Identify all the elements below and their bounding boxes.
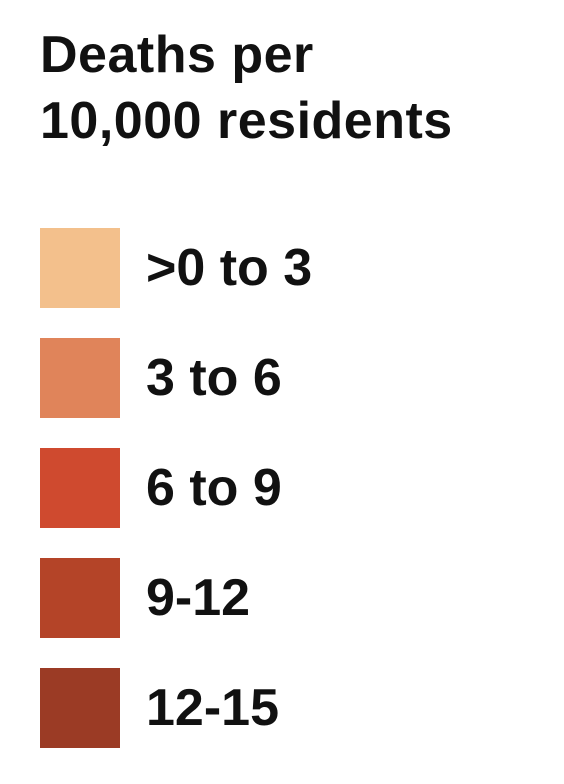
legend-title: Deaths per 10,000 residents bbox=[40, 22, 453, 154]
legend-label: 3 to 6 bbox=[146, 349, 282, 407]
legend-item-6-to-9: 6 to 9 bbox=[40, 448, 312, 528]
legend-swatch bbox=[40, 228, 120, 308]
legend-item-0-to-3: >0 to 3 bbox=[40, 228, 312, 308]
legend-swatch bbox=[40, 448, 120, 528]
legend-label: >0 to 3 bbox=[146, 239, 313, 297]
legend-item-9-to-12: 9-12 bbox=[40, 558, 312, 638]
legend-swatch bbox=[40, 558, 120, 638]
legend-label: 6 to 9 bbox=[146, 459, 282, 517]
legend-item-3-to-6: 3 to 6 bbox=[40, 338, 312, 418]
legend-title-line-1: Deaths per bbox=[40, 26, 314, 84]
legend-swatch bbox=[40, 338, 120, 418]
legend-items: >0 to 3 3 to 6 6 to 9 9-12 12-15 bbox=[40, 228, 312, 778]
legend-swatch bbox=[40, 668, 120, 748]
legend-title-line-2: 10,000 residents bbox=[40, 92, 453, 150]
legend-item-12-to-15: 12-15 bbox=[40, 668, 312, 748]
legend-label: 9-12 bbox=[146, 569, 251, 627]
legend-label: 12-15 bbox=[146, 679, 279, 737]
